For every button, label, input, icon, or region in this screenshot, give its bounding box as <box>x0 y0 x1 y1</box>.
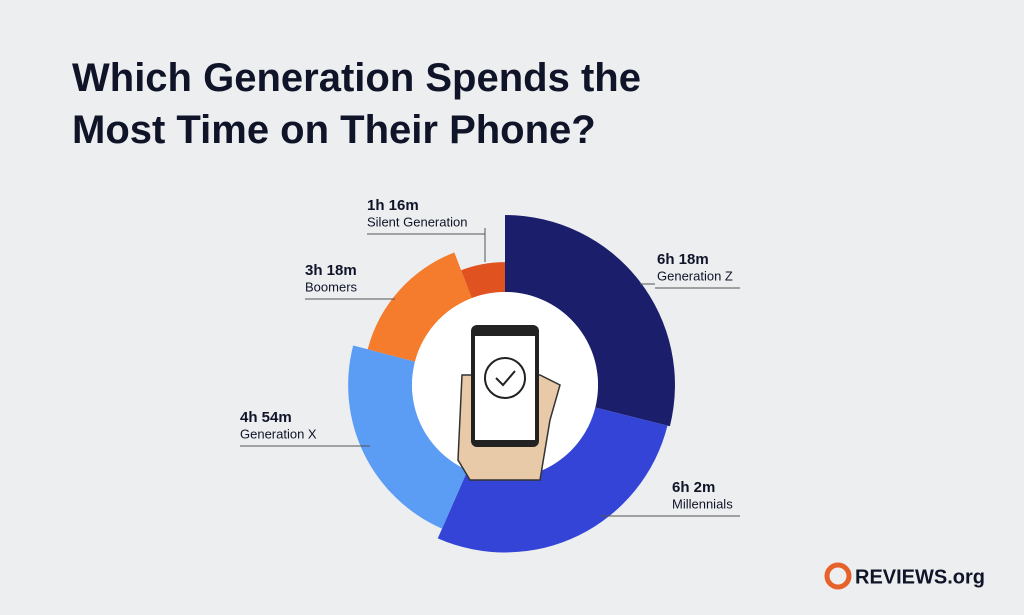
value-label: 6h 18m <box>657 251 709 268</box>
value-label: 4h 54m <box>240 409 292 426</box>
category-label: Millennials <box>672 496 733 511</box>
category-label: Silent Generation <box>367 214 467 229</box>
chart-title: Which Generation Spends the Most Time on… <box>72 56 641 152</box>
category-label: Generation X <box>240 426 317 441</box>
brand: REVIEWS.org <box>855 566 985 588</box>
segment <box>367 252 472 362</box>
segment <box>348 345 468 529</box>
category-label: Boomers <box>305 279 358 294</box>
segment <box>437 407 668 553</box>
value-label: 6h 2m <box>672 479 715 496</box>
value-label: 3h 18m <box>305 262 357 279</box>
category-label: Generation Z <box>657 268 733 283</box>
segment <box>505 215 675 427</box>
brand-logo: REVIEWS.org <box>824 562 985 590</box>
phone-icon <box>457 325 561 481</box>
value-label: 1h 16m <box>367 197 419 214</box>
segment <box>461 262 505 299</box>
